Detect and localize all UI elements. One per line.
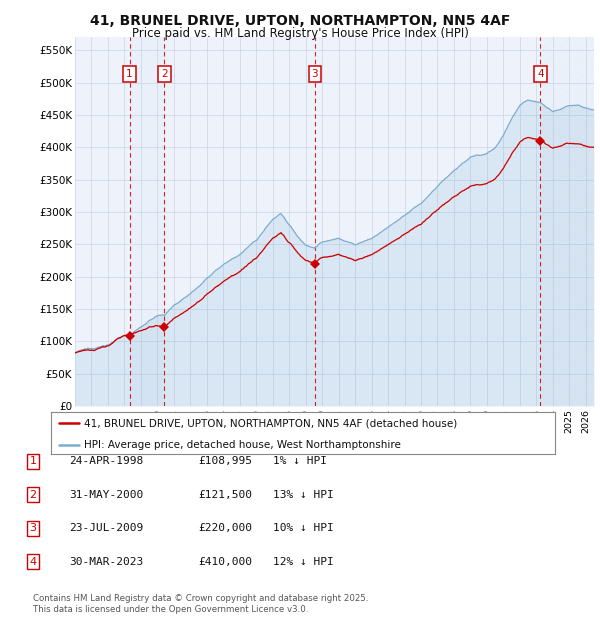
- Text: 24-APR-1998: 24-APR-1998: [69, 456, 143, 466]
- Text: £410,000: £410,000: [198, 557, 252, 567]
- Text: 12% ↓ HPI: 12% ↓ HPI: [273, 557, 334, 567]
- Text: 4: 4: [29, 557, 37, 567]
- Text: 3: 3: [311, 69, 318, 79]
- Text: £108,995: £108,995: [198, 456, 252, 466]
- Bar: [541, 37, 594, 406]
- Text: 1: 1: [29, 456, 37, 466]
- Text: 23-JUL-2009: 23-JUL-2009: [69, 523, 143, 533]
- Text: Price paid vs. HM Land Registry's House Price Index (HPI): Price paid vs. HM Land Registry's House …: [131, 27, 469, 40]
- Text: 41, BRUNEL DRIVE, UPTON, NORTHAMPTON, NN5 4AF (detached house): 41, BRUNEL DRIVE, UPTON, NORTHAMPTON, NN…: [84, 418, 457, 428]
- Text: 2: 2: [161, 69, 167, 79]
- Text: 2: 2: [29, 490, 37, 500]
- Text: 1% ↓ HPI: 1% ↓ HPI: [273, 456, 327, 466]
- Text: £121,500: £121,500: [198, 490, 252, 500]
- Text: 3: 3: [29, 523, 37, 533]
- Bar: [130, 37, 164, 406]
- Text: £220,000: £220,000: [198, 523, 252, 533]
- Text: HPI: Average price, detached house, West Northamptonshire: HPI: Average price, detached house, West…: [84, 440, 401, 450]
- Text: 30-MAR-2023: 30-MAR-2023: [69, 557, 143, 567]
- Text: 31-MAY-2000: 31-MAY-2000: [69, 490, 143, 500]
- Text: 1: 1: [126, 69, 133, 79]
- Text: 13% ↓ HPI: 13% ↓ HPI: [273, 490, 334, 500]
- Text: 4: 4: [537, 69, 544, 79]
- Text: 10% ↓ HPI: 10% ↓ HPI: [273, 523, 334, 533]
- Text: 41, BRUNEL DRIVE, UPTON, NORTHAMPTON, NN5 4AF: 41, BRUNEL DRIVE, UPTON, NORTHAMPTON, NN…: [90, 14, 510, 28]
- Text: Contains HM Land Registry data © Crown copyright and database right 2025.
This d: Contains HM Land Registry data © Crown c…: [33, 595, 368, 614]
